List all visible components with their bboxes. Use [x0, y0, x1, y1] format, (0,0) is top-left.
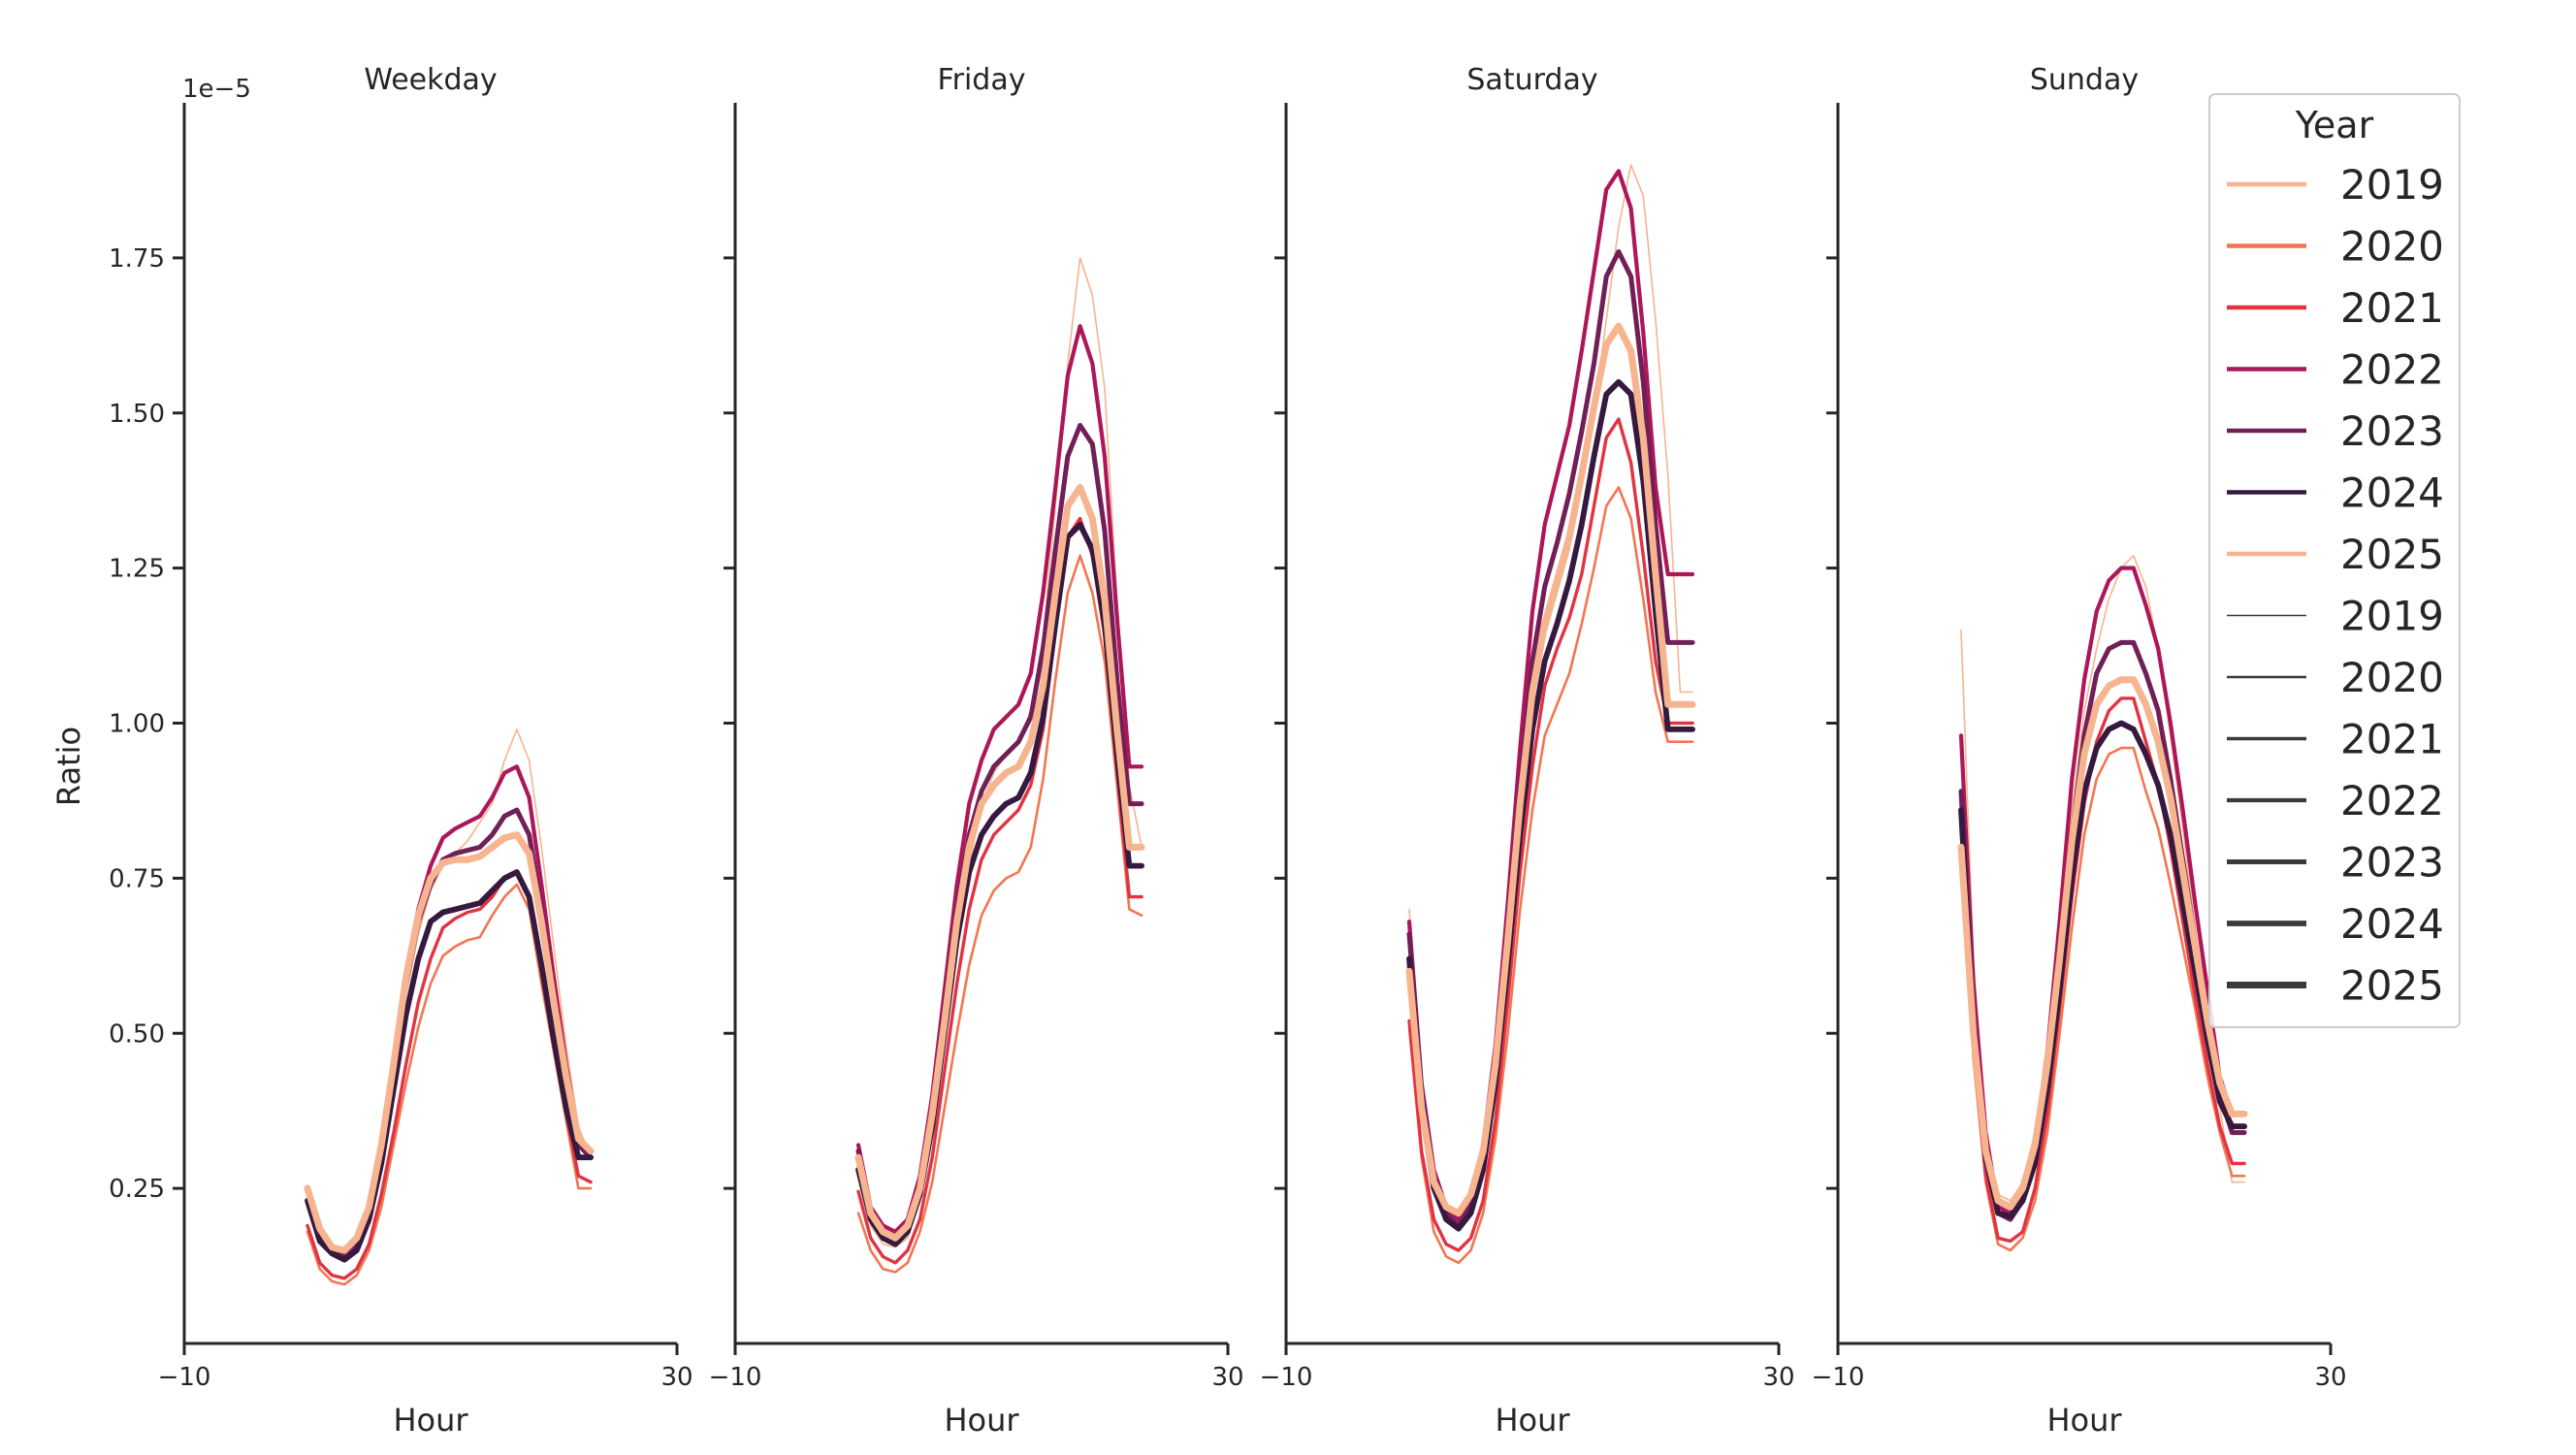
series-line-2025 [1957, 676, 2248, 1211]
legend-size-label: 2021 [2340, 716, 2444, 763]
legend-size-label: 2019 [2340, 593, 2444, 640]
series-line-2025 [304, 831, 595, 1254]
series-line-2025 [1405, 322, 1696, 1217]
series-line-2023 [1406, 249, 1695, 1228]
panel-title: Friday [938, 63, 1026, 97]
series-line-2020 [856, 554, 1143, 1274]
series-line-2019 [1960, 554, 2245, 1202]
legend-hue-label: 2025 [2340, 531, 2444, 578]
x-tick-label: −10 [158, 1363, 211, 1392]
legend: Year 2019 2020 2021 2022 2023 2024 2025 2019 2020… [2208, 93, 2461, 1028]
panel-weekday: Weekday 0.25 0.50 0.75 1.00 1.25 1.50 1.75 −10 30… [109, 63, 692, 1439]
x-tick-label: 30 [2314, 1363, 2346, 1392]
panel-title: Saturday [1466, 63, 1597, 97]
x-tick-label: −10 [709, 1363, 762, 1392]
legend-size-label: 2020 [2340, 654, 2444, 701]
legend-hue-label: 2020 [2340, 223, 2444, 271]
series-line-2020 [1407, 486, 1694, 1265]
legend-hue-label: 2022 [2340, 346, 2444, 394]
series-line-2025 [854, 484, 1145, 1242]
series-line-2020 [1959, 746, 2246, 1252]
legend-hue-label: 2021 [2340, 284, 2444, 332]
y-tick-label: 0.75 [109, 864, 165, 893]
legend-size-label: 2023 [2340, 839, 2444, 887]
y-tick-label: 0.25 [109, 1175, 165, 1204]
panels: Weekday 0.25 0.50 0.75 1.00 1.25 1.50 1.75 −10 30… [109, 63, 2346, 1439]
x-tick-label: −10 [1812, 1363, 1865, 1392]
x-axis-label: Hour [393, 1402, 468, 1439]
legend-hue-label: 2019 [2340, 161, 2444, 209]
series-line-2021 [1407, 417, 1694, 1252]
x-tick-label: 30 [1762, 1363, 1794, 1392]
y-tick-label: 1.50 [109, 400, 165, 429]
y-tick-label: 1.00 [109, 710, 165, 739]
x-axis-label: Hour [944, 1402, 1019, 1439]
series-line-2019 [1408, 164, 1693, 1220]
y-tick-label: 0.50 [109, 1019, 165, 1049]
legend-size-label: 2022 [2340, 777, 2444, 824]
panel-saturday: Saturday −10 30 Hour [1260, 63, 1795, 1439]
legend-size-label: 2025 [2340, 962, 2444, 1010]
y-tick-label: 1.75 [109, 244, 165, 274]
legend-hue-label: 2024 [2340, 469, 2444, 517]
legend-hue-label: 2023 [2340, 407, 2444, 455]
x-tick-label: 30 [1211, 1363, 1243, 1392]
y-axis-label: Ratio [50, 727, 87, 806]
legend-frame [2208, 93, 2461, 1028]
series-line-2024 [855, 522, 1144, 1247]
series-line-2024 [1958, 720, 2248, 1219]
series-line-2024 [305, 869, 594, 1263]
x-tick-label: 30 [660, 1363, 692, 1392]
legend-title: Year [2295, 104, 2374, 146]
x-tick-label: −10 [1260, 1363, 1313, 1392]
series-line-2024 [1406, 378, 1695, 1232]
series-line-2020 [306, 883, 593, 1286]
series-line-2022 [1406, 169, 1695, 1222]
panel-friday: Friday −10 30 Hour [709, 63, 1244, 1439]
y-offset-label: 1e−5 [182, 75, 251, 104]
series-line-2022 [1958, 566, 2247, 1215]
series-line-2021 [1959, 696, 2246, 1244]
panel-title: Weekday [364, 63, 497, 97]
legend-size-label: 2024 [2340, 900, 2444, 948]
y-tick-label: 1.25 [109, 555, 165, 584]
x-axis-label: Hour [1495, 1402, 1570, 1439]
panel-sunday: Sunday −10 30 Hour [1812, 63, 2347, 1439]
series-line-2023 [305, 807, 594, 1259]
panel-title: Sunday [2030, 63, 2139, 97]
x-axis-label: Hour [2046, 1402, 2122, 1439]
